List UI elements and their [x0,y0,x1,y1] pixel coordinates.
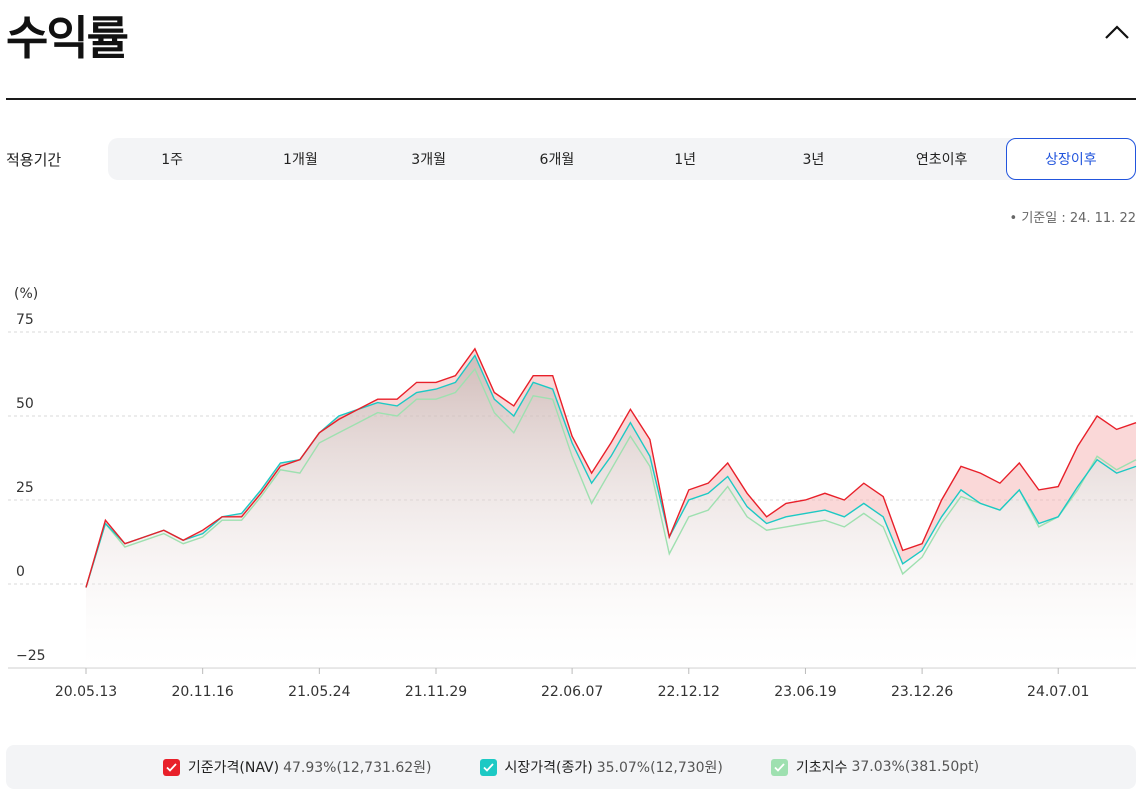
x-tick-label: 21.11.29 [405,684,467,700]
legend-item-nav[interactable]: 기준가격(NAV) 47.93%(12,731.62원) [162,757,432,777]
y-tick-label: 25 [16,480,34,496]
base-date: • 기준일 : 24. 11. 22 [1009,211,1137,226]
tab-ytd[interactable]: 연초이후 [915,152,968,168]
x-tick-label: 20.11.16 [171,684,233,700]
tab-3year[interactable]: 3년 [802,152,825,168]
period-label: 적용기간 [6,151,62,169]
checkbox-icon [479,758,497,776]
series-line-market-price [85,354,1137,588]
legend-name: 기초지수 [795,760,848,776]
section-header: 수익률 [6,0,1136,100]
y-tick-label: 75 [16,312,34,328]
series-line-nav [85,347,1137,588]
area-fill [86,355,1136,668]
period-selector: 적용기간 1주 1개월 3개월 6개월 1년 3년 연초이후 상장이후 [6,138,1136,180]
checkbox-icon [162,758,180,776]
y-axis-unit: (%) [14,286,38,302]
y-tick-label: 0 [16,564,25,580]
collapse-button[interactable] [1102,20,1132,44]
legend-name: 시장가격(종가) [504,760,593,776]
return-chart-svg: (%) 75 50 25 0 −25 20.05.13 20.11.16 21.05.24 21.… [8,286,1137,700]
page-title: 수익률 [6,11,129,65]
x-tick-label: 23.06.19 [774,684,836,700]
checkbox-icon [770,758,788,776]
series-line-index [85,367,1137,588]
x-tick-label: 22.06.07 [541,684,603,700]
chevron-up-icon [1105,25,1129,39]
tab-1month[interactable]: 1개월 [283,152,318,168]
legend-value: 37.03%(381.50pt) [851,759,980,775]
legend-item-market-price[interactable]: 시장가격(종가) 35.07%(12,730원) [479,757,723,777]
legend-item-index[interactable]: 기초지수 37.03%(381.50pt) [770,757,980,777]
legend-value: 47.93%(12,731.62원) [283,760,432,776]
period-tabs: 1주 1개월 3개월 6개월 1년 3년 연초이후 상장이후 [108,138,1136,180]
x-tick-label: 21.05.24 [288,684,350,700]
base-date-text: 기준일 : 24. 11. 22 [1021,211,1136,226]
x-tick-label: 23.12.26 [891,684,953,700]
tab-6month[interactable]: 6개월 [539,152,575,168]
tab-1week[interactable]: 1주 [161,152,184,168]
x-tick-label: 22.12.12 [658,684,720,700]
x-tick-label: 24.07.01 [1027,684,1089,700]
return-chart: (%) 75 50 25 0 −25 20.05.13 20.11.16 21.05.24 21.… [0,270,1146,710]
tab-3month[interactable]: 3개월 [411,152,446,168]
tab-since-listing[interactable]: 상장이후 [1005,138,1136,180]
chart-legend: 기준가격(NAV) 47.93%(12,731.62원) 시장가격(종가) 35… [6,745,1136,789]
legend-name: 기준가격(NAV) [187,760,280,776]
x-tick-label: 20.05.13 [55,684,117,700]
tab-1year[interactable]: 1년 [674,152,697,168]
y-tick-label: −25 [16,648,46,664]
y-tick-label: 50 [16,396,34,412]
legend-value: 35.07%(12,730원) [596,760,723,776]
